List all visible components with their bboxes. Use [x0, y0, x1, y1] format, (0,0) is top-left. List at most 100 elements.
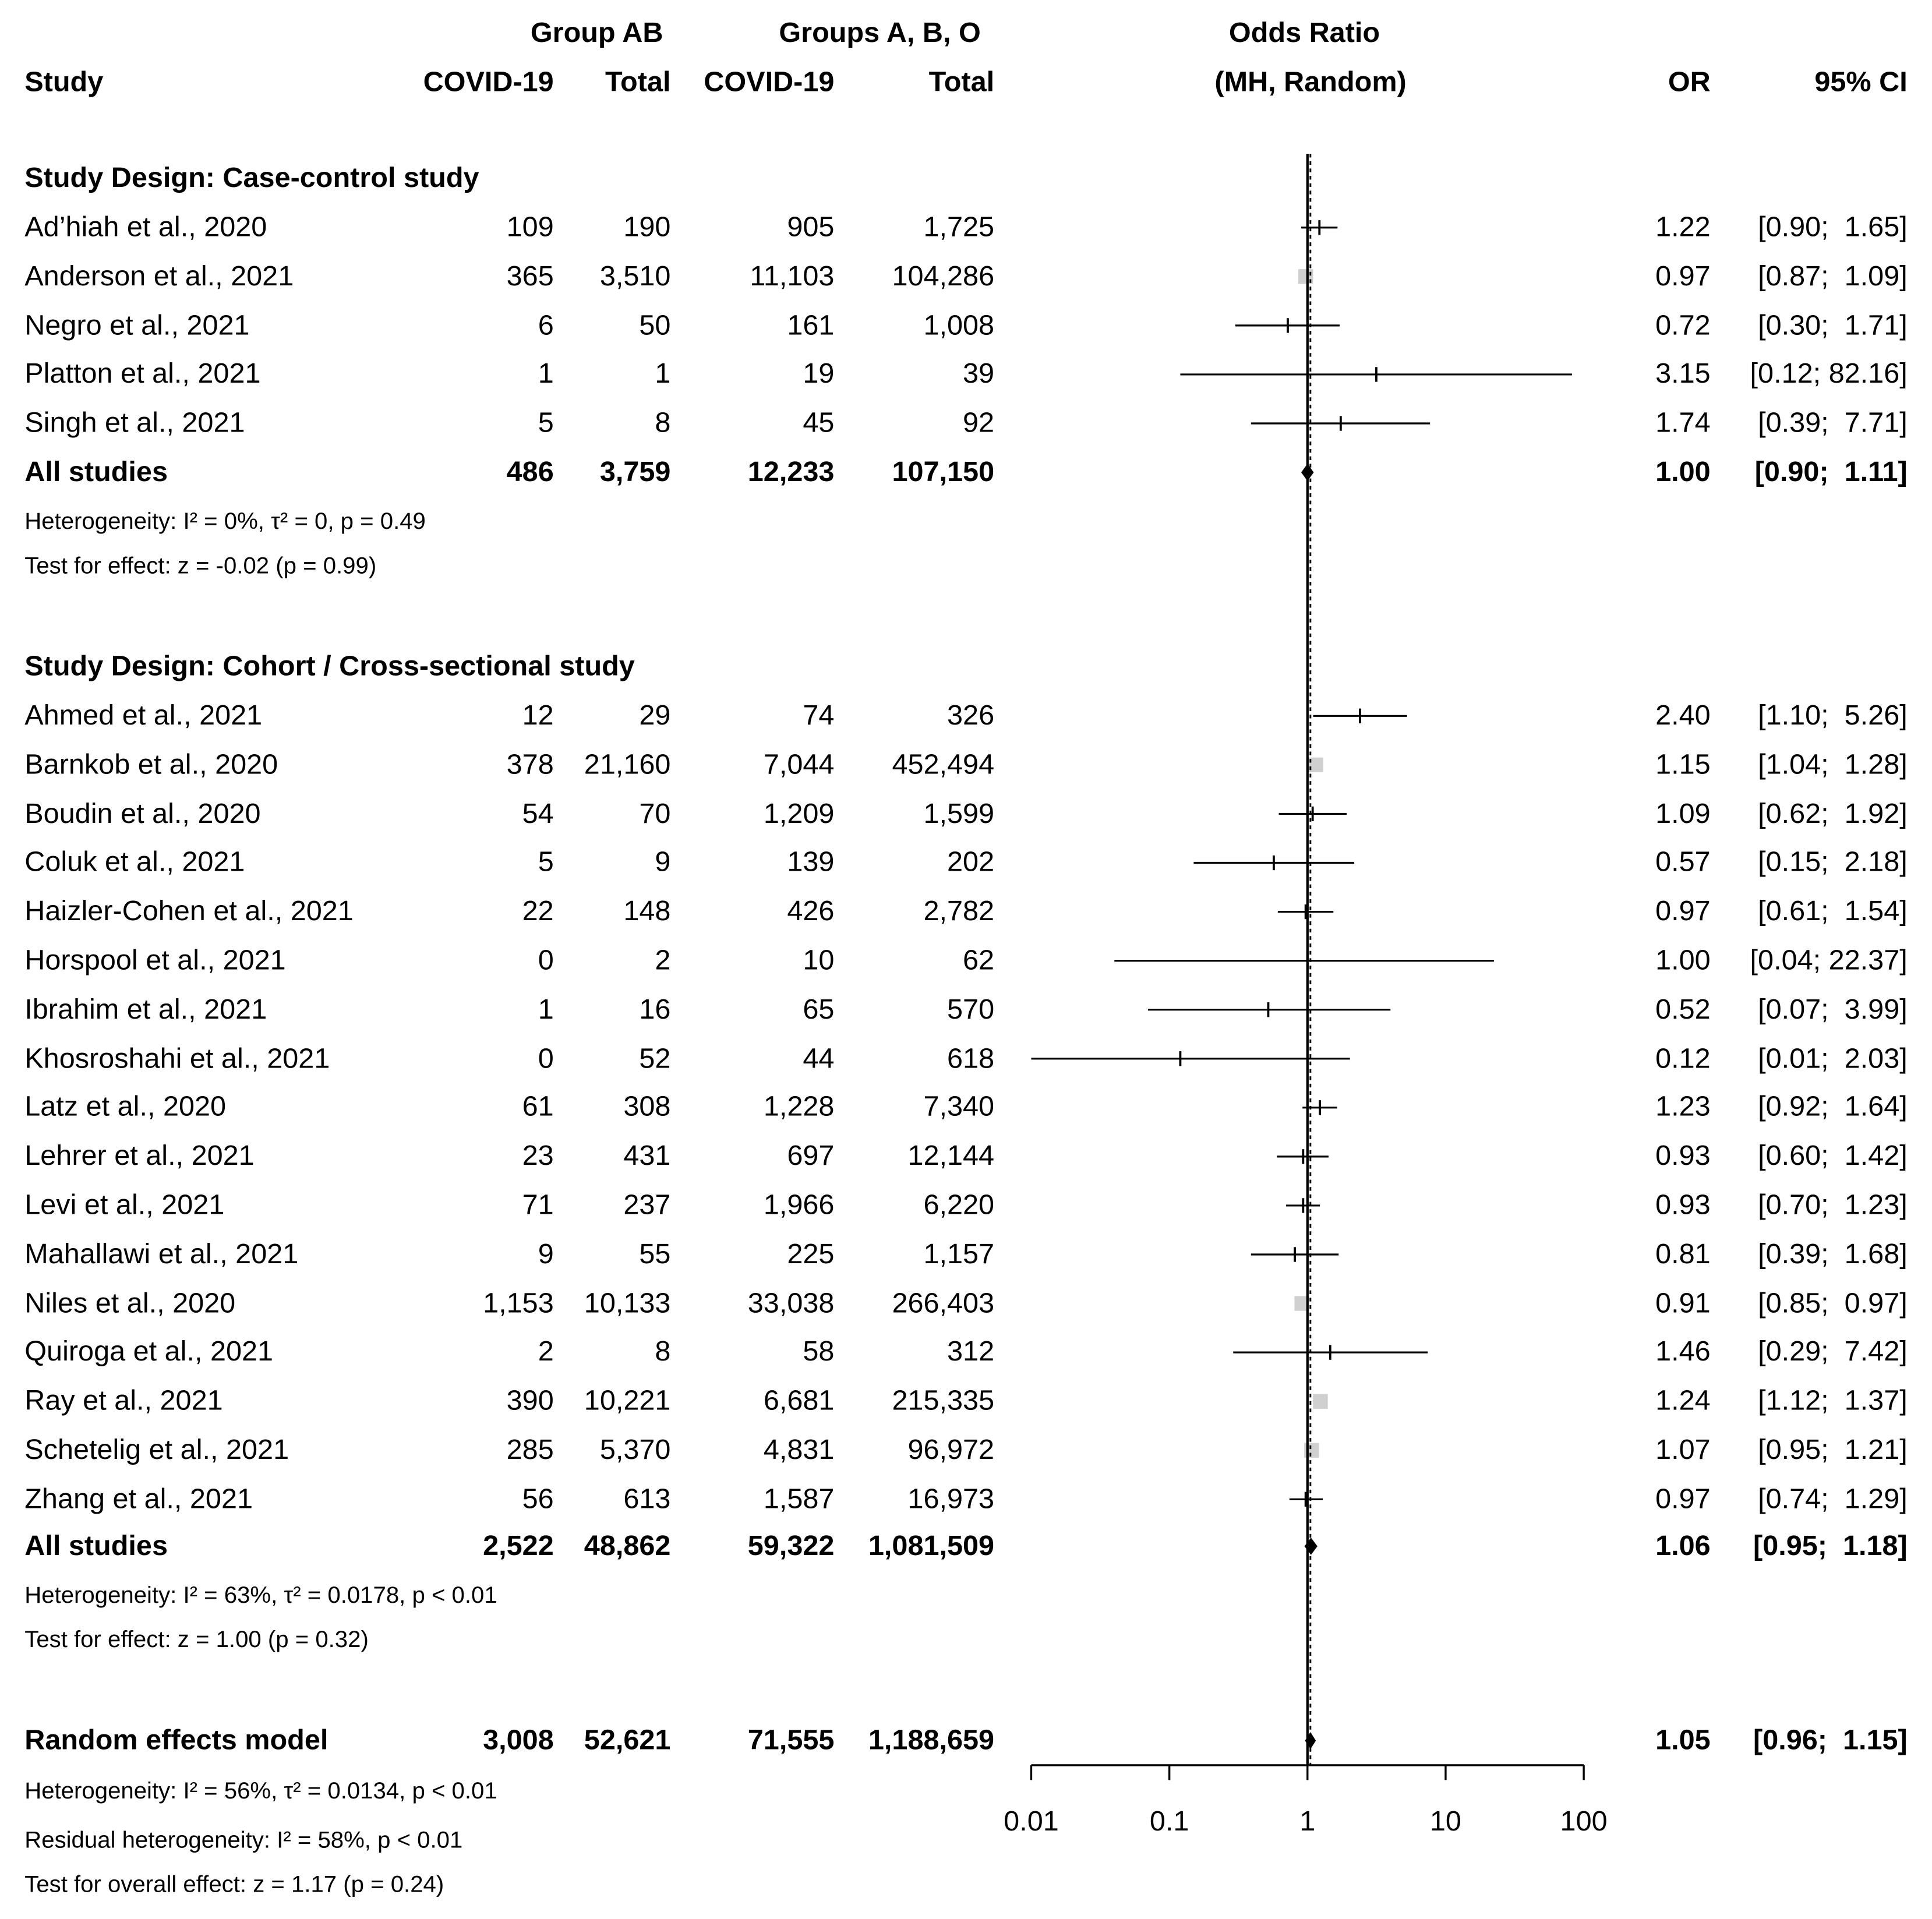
- confidence-interval-value: [1.10; 5.26]: [1758, 698, 1908, 731]
- header-total-ab: Total: [605, 65, 671, 97]
- odds-ratio-value: 0.97: [1655, 259, 1711, 292]
- count-covid-abo: 1,966: [763, 1188, 835, 1221]
- count-total-ab: 148: [623, 894, 671, 927]
- odds-ratio-value: 0.81: [1655, 1237, 1711, 1270]
- odds-ratio-value: 3.15: [1655, 357, 1711, 390]
- residual-heterogeneity: Residual heterogeneity: I² = 58%, p < 0.…: [24, 1828, 463, 1854]
- count-covid-ab: 22: [522, 894, 554, 927]
- confidence-interval-value: [0.85; 0.97]: [1758, 1286, 1908, 1319]
- count-covid-abo: 905: [787, 210, 835, 243]
- count-total-ab: 48,862: [584, 1529, 671, 1561]
- count-covid-ab: 1: [538, 992, 554, 1025]
- count-covid-abo: 59,322: [747, 1529, 835, 1561]
- count-total-abo: 452,494: [892, 747, 995, 780]
- study-name: Ray et al., 2021: [24, 1384, 223, 1416]
- odds-ratio-value: 1.00: [1655, 943, 1711, 976]
- count-total-ab: 190: [623, 210, 671, 243]
- count-total-abo: 570: [947, 992, 995, 1025]
- count-total-abo: 12,144: [907, 1139, 995, 1172]
- count-covid-abo: 10: [803, 943, 835, 976]
- confidence-interval-value: [0.87; 1.09]: [1758, 259, 1908, 292]
- odds-ratio-value: 1.07: [1655, 1433, 1711, 1465]
- count-total-ab: 9: [655, 845, 671, 878]
- count-covid-abo: 7,044: [763, 747, 835, 780]
- count-covid-ab: 2: [538, 1335, 554, 1367]
- count-total-ab: 29: [639, 698, 671, 731]
- count-covid-ab: 378: [506, 747, 554, 780]
- odds-ratio-value: 1.00: [1655, 455, 1711, 487]
- x-tick-label: 1: [1299, 1805, 1315, 1837]
- count-total-ab: 2: [655, 943, 671, 976]
- confidence-interval-value: [0.61; 1.54]: [1758, 894, 1908, 927]
- count-covid-abo: 12,233: [747, 455, 835, 487]
- header-odds-ratio: Odds Ratio: [1228, 16, 1380, 48]
- test-for-effect: Test for effect: z = -0.02 (p = 0.99): [24, 553, 377, 579]
- x-tick-label: 0.01: [1004, 1805, 1059, 1837]
- odds-ratio-value: 1.06: [1655, 1529, 1711, 1561]
- confidence-interval-value: [0.39; 1.68]: [1758, 1237, 1908, 1270]
- study-name: Boudin et al., 2020: [24, 796, 261, 829]
- odds-ratio-value: 1.15: [1655, 747, 1711, 780]
- header-covid-abo: COVID-19: [704, 65, 835, 97]
- count-covid-abo: 4,831: [763, 1433, 835, 1465]
- odds-ratio-value: 1.09: [1655, 796, 1711, 829]
- count-total-ab: 16: [639, 992, 671, 1025]
- study-name: Niles et al., 2020: [24, 1286, 236, 1319]
- count-covid-abo: 71,555: [747, 1723, 835, 1756]
- x-tick-label: 0.1: [1150, 1805, 1189, 1837]
- odds-ratio-value: 0.93: [1655, 1139, 1711, 1172]
- count-total-abo: 326: [947, 698, 995, 731]
- count-total-abo: 215,335: [892, 1384, 995, 1416]
- count-total-abo: 39: [963, 357, 995, 390]
- study-name: Levi et al., 2021: [24, 1188, 225, 1221]
- confidence-interval-value: [0.07; 3.99]: [1758, 992, 1908, 1025]
- count-total-ab: 308: [623, 1090, 671, 1123]
- count-covid-ab: 2,522: [483, 1529, 554, 1561]
- study-name: Platton et al., 2021: [24, 357, 261, 390]
- count-covid-abo: 161: [787, 308, 835, 341]
- count-total-ab: 8: [655, 406, 671, 439]
- count-covid-abo: 11,103: [750, 259, 835, 292]
- study-name: Ad’hiah et al., 2020: [24, 210, 267, 243]
- count-total-abo: 1,157: [923, 1237, 995, 1270]
- count-covid-abo: 1,228: [763, 1090, 835, 1123]
- count-total-ab: 3,510: [599, 259, 671, 292]
- confidence-interval-value: [0.39; 7.71]: [1758, 406, 1908, 439]
- x-tick-label: 10: [1430, 1805, 1461, 1837]
- header-method: (MH, Random): [1214, 65, 1407, 97]
- confidence-interval-value: [0.29; 7.42]: [1758, 1335, 1908, 1367]
- count-total-abo: 1,599: [923, 796, 995, 829]
- count-total-ab: 237: [623, 1188, 671, 1221]
- count-total-abo: 1,725: [923, 210, 995, 243]
- count-total-ab: 21,160: [584, 747, 671, 780]
- count-total-abo: 1,008: [923, 308, 995, 341]
- count-covid-ab: 3,008: [483, 1723, 554, 1756]
- count-covid-ab: 109: [506, 210, 554, 243]
- count-total-ab: 10,221: [584, 1384, 671, 1416]
- count-total-ab: 52: [639, 1041, 671, 1074]
- odds-ratio-value: 0.57: [1655, 845, 1711, 878]
- count-covid-ab: 6: [538, 308, 554, 341]
- study-name: Singh et al., 2021: [24, 406, 245, 439]
- subgroup-summary-diamond: [1304, 1538, 1318, 1555]
- count-covid-ab: 1: [538, 357, 554, 390]
- study-name: Anderson et al., 2021: [24, 259, 294, 292]
- count-covid-ab: 0: [538, 943, 554, 976]
- count-total-ab: 5,370: [599, 1433, 671, 1465]
- study-name: Khosroshahi et al., 2021: [24, 1041, 330, 1074]
- odds-ratio-value: 1.05: [1655, 1723, 1711, 1756]
- study-name: Negro et al., 2021: [24, 308, 250, 341]
- study-name: Ahmed et al., 2021: [24, 698, 263, 731]
- count-total-ab: 1: [655, 357, 671, 390]
- confidence-interval-value: [1.04; 1.28]: [1758, 747, 1908, 780]
- count-covid-abo: 139: [787, 845, 835, 878]
- count-total-abo: 2,782: [923, 894, 995, 927]
- count-total-abo: 1,188,659: [868, 1723, 995, 1756]
- confidence-interval-value: [0.12; 82.16]: [1750, 357, 1908, 390]
- heterogeneity-stat: Heterogeneity: I² = 0%, τ² = 0, p = 0.49: [24, 509, 426, 535]
- header-group-ab: Group AB: [530, 16, 663, 48]
- confidence-interval-value: [1.12; 1.37]: [1758, 1384, 1908, 1416]
- confidence-interval-value: [0.92; 1.64]: [1758, 1090, 1908, 1123]
- subgroup-label: Study Design: Cohort / Cross-sectional s…: [24, 649, 635, 682]
